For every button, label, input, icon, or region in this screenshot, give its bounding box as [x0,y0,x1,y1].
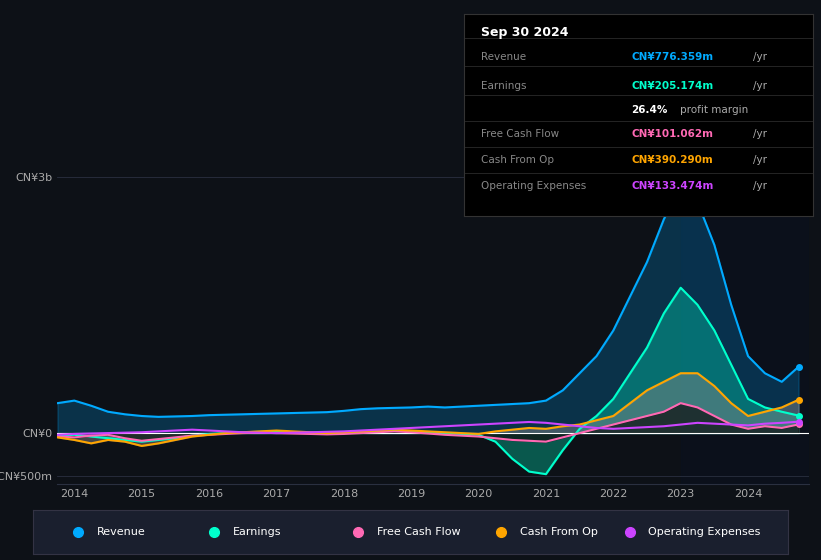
Text: /yr: /yr [754,52,768,62]
Text: CN¥101.062m: CN¥101.062m [631,129,713,139]
Text: /yr: /yr [754,181,768,192]
Text: /yr: /yr [754,81,768,91]
Text: Revenue: Revenue [97,527,146,537]
Bar [681,168,809,484]
Text: CN¥205.174m: CN¥205.174m [631,81,713,91]
Text: 26.4%: 26.4% [631,105,667,115]
Text: CN¥776.359m: CN¥776.359m [631,52,713,62]
Text: Earnings: Earnings [481,81,527,91]
Text: Sep 30 2024: Sep 30 2024 [481,26,569,39]
Text: Operating Expenses: Operating Expenses [649,527,761,537]
Text: Revenue: Revenue [481,52,526,62]
Text: Free Cash Flow: Free Cash Flow [481,129,559,139]
Text: Operating Expenses: Operating Expenses [481,181,586,192]
Text: /yr: /yr [754,155,768,165]
Text: Free Cash Flow: Free Cash Flow [377,527,460,537]
Text: CN¥133.474m: CN¥133.474m [631,181,713,192]
Text: /yr: /yr [754,129,768,139]
Text: Earnings: Earnings [233,527,282,537]
Text: Cash From Op: Cash From Op [520,527,598,537]
Text: Cash From Op: Cash From Op [481,155,554,165]
Text: CN¥390.290m: CN¥390.290m [631,155,713,165]
Text: profit margin: profit margin [680,105,749,115]
